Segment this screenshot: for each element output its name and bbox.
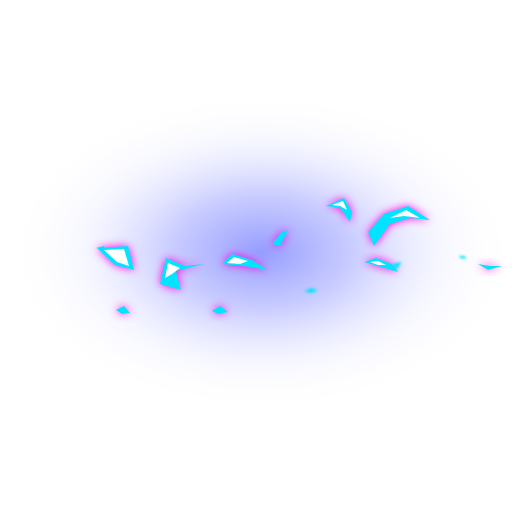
shard [478, 264, 502, 270]
shard [459, 256, 466, 259]
shard [116, 306, 130, 314]
shard [326, 198, 352, 222]
shard [222, 254, 268, 270]
shard [364, 258, 398, 272]
shard [392, 262, 402, 270]
shard [97, 246, 134, 270]
background-glow [7, 92, 512, 412]
shard [212, 306, 228, 314]
shard [160, 258, 204, 290]
shard [368, 206, 430, 246]
shard [96, 246, 106, 250]
shard [304, 288, 318, 293]
shard [272, 230, 288, 246]
